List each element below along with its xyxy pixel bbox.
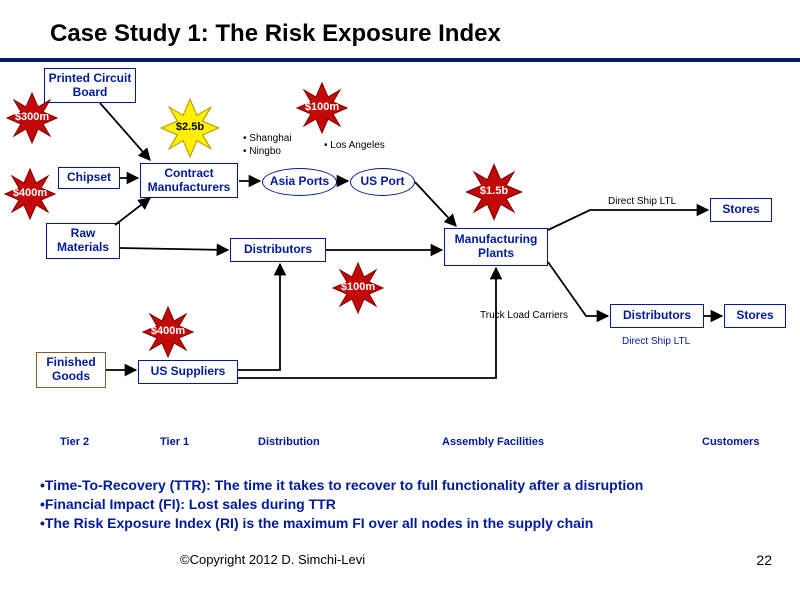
- arrow-mfg-dist2: [548, 262, 608, 316]
- diagram-overlay: [0, 0, 800, 594]
- arrow-mfg-stores1: [548, 210, 708, 230]
- burst-100m-ports: [297, 83, 347, 133]
- arrow-pcb-contract: [100, 103, 150, 160]
- burst-100m-dist: [333, 263, 383, 313]
- arrow-ussupp-dist: [238, 264, 280, 370]
- burst-2-5b: [161, 99, 219, 157]
- burst-400m-ussupp: [143, 307, 193, 357]
- burst-1-5b: [467, 165, 522, 220]
- burst-300m: [7, 93, 57, 143]
- arrow-rawmat-contract: [115, 198, 150, 225]
- arrow-rawmat-distributors: [120, 248, 228, 250]
- arrow-usport-mfg: [415, 182, 456, 226]
- burst-400m-chipset: [5, 169, 55, 219]
